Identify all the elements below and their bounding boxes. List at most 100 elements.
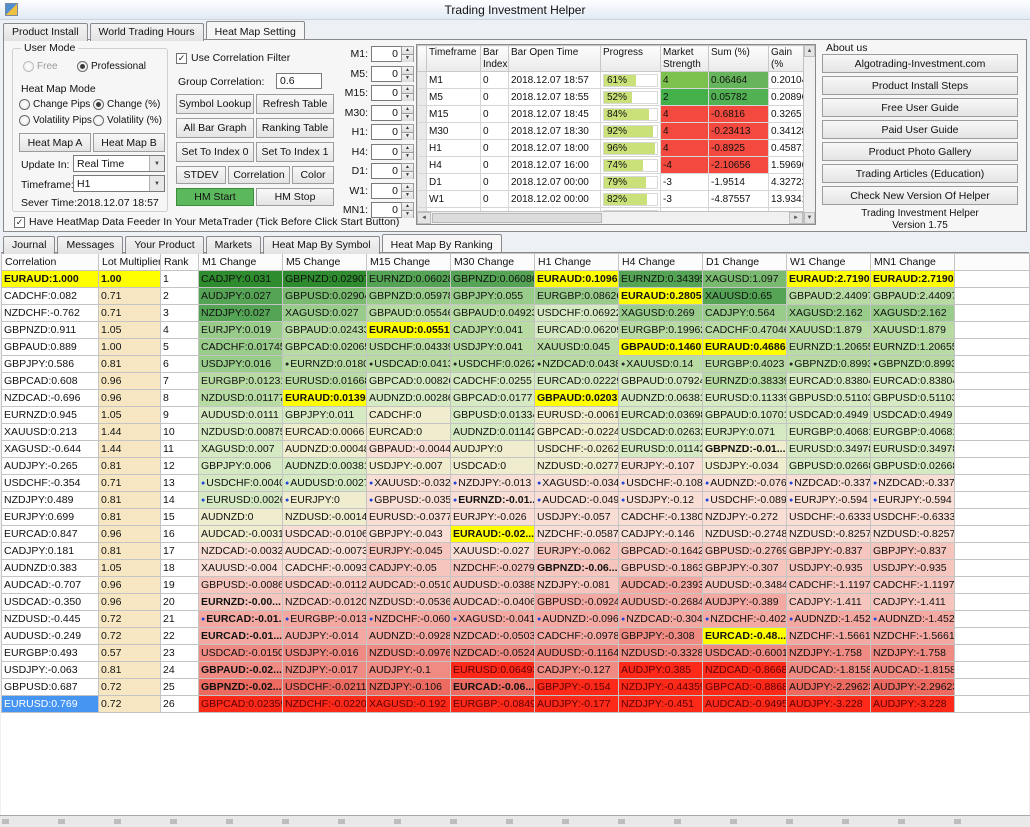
hm-change-cell[interactable]: NZDJPY:-0.451: [618, 695, 703, 713]
group-correlation-input[interactable]: 0.6: [276, 73, 322, 89]
tf-row-header[interactable]: [417, 156, 427, 174]
spinner-input[interactable]: 0: [371, 85, 401, 101]
about-button-product-photo-gallery[interactable]: Product Photo Gallery: [822, 142, 1018, 161]
spinner-down-arrow-icon[interactable]: ▼: [402, 54, 413, 62]
hm-change-cell[interactable]: EURCAD:0.83804: [786, 372, 871, 390]
hm-lot-multiplier-cell[interactable]: 0.96: [98, 593, 161, 611]
hm-change-cell[interactable]: AUDJPY:0.385: [618, 661, 703, 679]
hm-change-cell[interactable]: AUDUSD:-0.1164: [534, 644, 619, 662]
hm-change-cell[interactable]: EURNZD:1.20655: [870, 338, 955, 356]
spinner-input[interactable]: 0: [371, 202, 401, 218]
hm-change-cell[interactable]: USDJPY:-0.935: [786, 559, 871, 577]
hm-change-cell[interactable]: USDCAD:-0.0106: [282, 525, 367, 543]
hm-change-cell[interactable]: NZDJPY:-0.017: [282, 661, 367, 679]
hm-col-header[interactable]: H4 Change: [618, 253, 703, 271]
spinner-down-arrow-icon[interactable]: ▼: [402, 210, 413, 218]
tab-world-trading-hours[interactable]: World Trading Hours: [89, 23, 204, 41]
about-button-paid-user-guide[interactable]: Paid User Guide: [822, 120, 1018, 139]
hm-change-cell[interactable]: EURCAD:0.83804: [870, 372, 955, 390]
hm-change-cell[interactable]: AUDJPY:0.027: [198, 287, 283, 305]
hm-col-header[interactable]: Correlation: [1, 253, 99, 271]
hm-change-cell[interactable]: NZDUSD:0.00875: [198, 423, 283, 441]
hm-change-cell[interactable]: GBPUSD:-0.18637: [618, 559, 703, 577]
hm-change-cell[interactable]: EURJPY:0.071: [702, 423, 787, 441]
hm-col-header[interactable]: M30 Change: [450, 253, 535, 271]
symbol-lookup-button[interactable]: Symbol Lookup: [176, 94, 254, 114]
hm-lot-multiplier-cell[interactable]: 0.96: [98, 576, 161, 594]
hm-change-cell[interactable]: EURAUD:0.0551: [366, 321, 451, 339]
hm-change-cell[interactable]: GBPNZD:0.06086: [450, 270, 535, 288]
hm-correlation-cell[interactable]: AUDCAD:-0.707: [1, 576, 99, 594]
hm-lot-multiplier-cell[interactable]: 1.44: [98, 423, 161, 441]
tf-col-header[interactable]: Bar Index: [480, 45, 509, 72]
hm-change-cell[interactable]: NZDUSD:-0.27483: [702, 525, 787, 543]
hm-change-cell[interactable]: NZDUSD:-0.0976: [366, 644, 451, 662]
update-in-combo[interactable]: Real Time ▼: [73, 155, 165, 172]
hm-change-cell[interactable]: ●AUDNZD:-0.09604: [534, 610, 619, 628]
radio-change-pips[interactable]: Change Pips: [19, 99, 90, 110]
hm-correlation-cell[interactable]: EURJPY:0.699: [1, 508, 99, 526]
hm-correlation-cell[interactable]: AUDUSD:-0.249: [1, 627, 99, 645]
tf-col-header[interactable]: Bar Open Time: [508, 45, 601, 72]
tab-heat-map-setting[interactable]: Heat Map Setting: [205, 21, 305, 39]
hm-change-cell[interactable]: GBPJPY:-0.837: [870, 542, 955, 560]
hm-lot-multiplier-cell[interactable]: 0.72: [98, 695, 161, 713]
hm-change-cell[interactable]: CADCHF:-0.09785: [534, 627, 619, 645]
hm-change-cell[interactable]: EURUSD:0.34978: [786, 440, 871, 458]
heat-map-b-button[interactable]: Heat Map B: [93, 133, 165, 152]
hm-correlation-cell[interactable]: GBPUSD:0.687: [1, 678, 99, 696]
hm-change-cell[interactable]: NZDJPY:-0.106: [366, 678, 451, 696]
hm-change-cell[interactable]: GBPCAD:0.02065: [282, 338, 367, 356]
hm-change-cell[interactable]: CADCHF:0.47046: [702, 321, 787, 339]
tab-journal[interactable]: Journal: [3, 236, 56, 254]
hm-correlation-cell[interactable]: NZDUSD:-0.445: [1, 610, 99, 628]
hm-change-cell[interactable]: ●EURJPY:-0.594: [870, 491, 955, 509]
hm-correlation-cell[interactable]: XAGUSD:-0.644: [1, 440, 99, 458]
set-to-index-1-button[interactable]: Set To Index 1: [256, 142, 334, 162]
refresh-table-button[interactable]: Refresh Table: [256, 94, 334, 114]
hm-change-cell[interactable]: EURCAD:-0.06...: [450, 678, 535, 696]
hm-change-cell[interactable]: GBPJPY:-0.837: [786, 542, 871, 560]
hm-col-header[interactable]: W1 Change: [786, 253, 871, 271]
hm-correlation-cell[interactable]: EURAUD:1.000: [1, 270, 99, 288]
hm-change-cell[interactable]: EURNZD:0.38339: [702, 372, 787, 390]
tf-vertical-scrollbar[interactable]: ▲ ▼: [803, 45, 815, 224]
hm-change-cell[interactable]: AUDNZD:0.00381: [282, 457, 367, 475]
hm-change-cell[interactable]: EURUSD:-0.03774: [366, 508, 451, 526]
radio-volatility-pct[interactable]: Volatility (%): [93, 115, 162, 126]
spinner-up-arrow-icon[interactable]: ▲: [402, 144, 413, 152]
about-button-algotrading-investment-com[interactable]: Algotrading-Investment.com: [822, 54, 1018, 73]
hm-lot-multiplier-cell[interactable]: 1.05: [98, 406, 161, 424]
hm-lot-multiplier-cell[interactable]: 1.05: [98, 321, 161, 339]
hm-change-cell[interactable]: USDJPY:0.041: [450, 338, 535, 356]
hm-change-cell[interactable]: AUDUSD:-0.03883: [450, 576, 535, 594]
hm-change-cell[interactable]: NZDCAD:-0.05039: [450, 627, 535, 645]
hm-change-cell[interactable]: EURJPY:-0.045: [366, 542, 451, 560]
hm-correlation-cell[interactable]: EURUSD:0.769: [1, 695, 99, 713]
hm-change-cell[interactable]: NZDJPY:-0.44359: [618, 678, 703, 696]
hm-change-cell[interactable]: GBPCAD:-0.02241: [534, 423, 619, 441]
hm-change-cell[interactable]: ●AUDUSD:0.00277: [282, 474, 367, 492]
hm-change-cell[interactable]: GBPJPY:-0.154: [534, 678, 619, 696]
hm-change-cell[interactable]: AUDCAD:-0.0073: [282, 542, 367, 560]
hm-change-cell[interactable]: USDCAD:0.02632: [618, 423, 703, 441]
hm-change-cell[interactable]: GBPCAD:0.0177: [450, 389, 535, 407]
hm-change-cell[interactable]: AUDNZD:-0.09287: [366, 627, 451, 645]
hm-change-cell[interactable]: EURAUD:2.71903: [786, 270, 871, 288]
hm-change-cell[interactable]: GBPJPY:-0.307: [702, 559, 787, 577]
hm-change-cell[interactable]: ●USDCAD:0.04137: [366, 355, 451, 373]
hm-change-cell[interactable]: CADJPY:-0.146: [618, 525, 703, 543]
hm-correlation-cell[interactable]: NZDCAD:-0.696: [1, 389, 99, 407]
hm-change-cell[interactable]: EURUSD:-0.00615: [534, 406, 619, 424]
hm-lot-multiplier-cell[interactable]: 0.57: [98, 644, 161, 662]
ranking-table-button[interactable]: Ranking Table: [256, 118, 334, 138]
spinner-input[interactable]: 0: [371, 46, 401, 62]
hm-change-cell[interactable]: XAGUSD:2.162: [786, 304, 871, 322]
spinner-down-arrow-icon[interactable]: ▼: [402, 171, 413, 179]
hm-change-cell[interactable]: GBPJPY:0.006: [198, 457, 283, 475]
hm-lot-multiplier-cell[interactable]: 1.05: [98, 559, 161, 577]
hm-change-cell[interactable]: GBPNZD:-0.06...: [534, 559, 619, 577]
hm-lot-multiplier-cell[interactable]: 1.00: [98, 338, 161, 356]
hm-change-cell[interactable]: AUDJPY:-2.29623: [786, 678, 871, 696]
hm-lot-multiplier-cell[interactable]: 0.71: [98, 287, 161, 305]
